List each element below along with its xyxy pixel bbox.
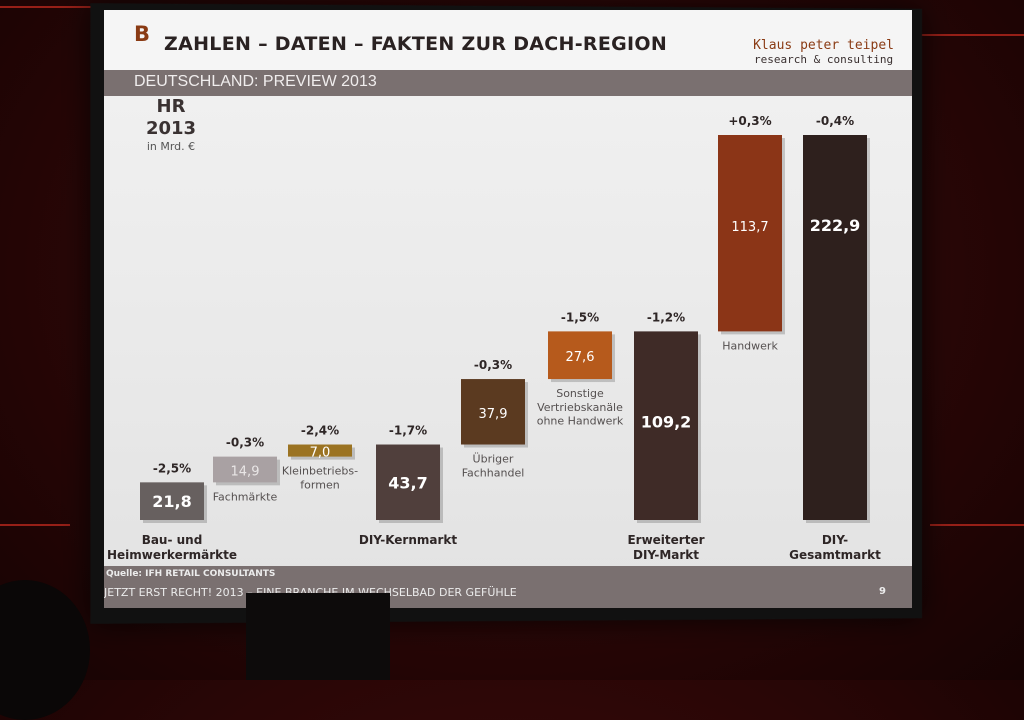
slide-footer: Quelle: IFH RETAIL CONSULTANTS JETZT ERS… <box>104 566 912 608</box>
chart-unit: in Mrd. € <box>146 140 196 153</box>
brand-subtitle: research & consulting <box>754 53 894 66</box>
bar-category-label-7: Handwerk <box>722 339 778 352</box>
source-note: Quelle: IFH RETAIL CONSULTANTS <box>106 569 276 579</box>
bar-change-label-6: -1,2% <box>647 310 685 324</box>
bar-6 <box>634 331 698 520</box>
brand-logo: Klaus peter teipel research & consulting <box>753 38 894 66</box>
subtitle-bar: DEUTSCHLAND: PREVIEW 2013 <box>104 70 912 96</box>
footer-text: JETZT ERST RECHT! 2013 – EINE BRANCHE IM… <box>104 586 517 599</box>
bar-7 <box>718 135 782 332</box>
bar-category-label-2: Kleinbetriebs-formen <box>282 465 358 492</box>
bar-8 <box>803 135 867 520</box>
bar-value-label-5: 27,6 <box>566 350 595 365</box>
bar-value-label-4: 37,9 <box>479 407 508 422</box>
bar-value-label-1: 14,9 <box>231 464 260 479</box>
presentation-slide: B ZAHLEN – DATEN – FAKTEN ZUR DACH-REGIO… <box>104 10 912 608</box>
bar-category-label-3: DIY-Kernmarkt <box>359 533 458 547</box>
bar-1 <box>213 456 277 483</box>
bar-category-label-4: Übriger Fachhandel <box>462 453 525 480</box>
chart-heading: HR 2013 <box>145 96 197 139</box>
bar-change-label-0: -2,5% <box>153 461 191 475</box>
bar-value-label-6: 109,2 <box>641 412 692 431</box>
brand-name: Klaus peter teipel <box>753 38 894 53</box>
logo-letter: B <box>134 22 151 46</box>
bar-category-label-1: Fachmärkte <box>213 490 278 503</box>
bar-value-label-0: 21,8 <box>152 492 191 511</box>
bar-5 <box>548 331 612 380</box>
bar-category-label-8: DIY-Gesamtmarkt <box>789 533 881 562</box>
bar-change-label-1: -0,3% <box>226 436 264 450</box>
bar-category-label-6: Erweiterter DIY-Markt <box>627 533 704 562</box>
page-number: 9 <box>879 586 886 597</box>
room-light-strip-left <box>0 6 100 8</box>
bar-change-label-5: -1,5% <box>561 310 599 324</box>
slide-title: ZAHLEN – DATEN – FAKTEN ZUR DACH-REGION <box>164 33 668 55</box>
bar-value-label-7: 113,7 <box>731 220 768 235</box>
bar-change-label-4: -0,3% <box>474 358 512 372</box>
audience-head-silhouette <box>0 580 90 720</box>
slide-subtitle: DEUTSCHLAND: PREVIEW 2013 <box>134 73 377 90</box>
room-light-strip-lower-left <box>0 524 70 526</box>
bar-3 <box>376 444 440 520</box>
foreground-object <box>246 593 390 680</box>
bar-value-label-3: 43,7 <box>388 473 427 492</box>
waterfall-chart: 21,8 -2,5% Bau- und Heimwerkermärkte 14,9 -0,… <box>107 114 881 562</box>
bar-2 <box>288 444 352 457</box>
room-light-strip-lower-right <box>930 524 1024 526</box>
bar-change-label-3: -1,7% <box>389 424 427 438</box>
bar-change-label-8: -0,4% <box>816 114 854 128</box>
room-light-strip-right <box>920 34 1024 36</box>
bar-change-label-7: +0,3% <box>728 114 771 128</box>
bar-value-label-2: 7,0 <box>310 446 331 461</box>
bar-change-label-2: -2,4% <box>301 424 339 438</box>
bar-category-label-5: Sonstige Vertriebskanäle ohne Handwerk <box>537 387 624 428</box>
slide-header: B ZAHLEN – DATEN – FAKTEN ZUR DACH-REGIO… <box>104 10 912 72</box>
bar-4 <box>461 379 525 445</box>
bar-value-label-8: 222,9 <box>810 216 861 235</box>
bar-category-label-0: Bau- und Heimwerkermärkte <box>107 533 237 562</box>
bar-0 <box>140 482 204 520</box>
